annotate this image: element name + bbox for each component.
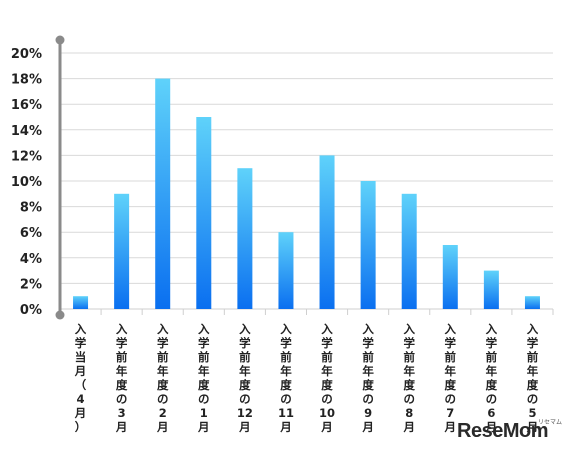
x-category-label: 入 学 前 年 度 の 2 月 <box>156 322 169 434</box>
x-category-label: 入 学 前 年 度 の 8 月 <box>403 322 415 434</box>
x-category-label: 入 学 前 年 度 の 9 月 <box>362 322 374 434</box>
watermark-sub: リセマム <box>538 420 563 426</box>
bar <box>319 155 335 309</box>
y-tick-label: 6% <box>20 226 42 241</box>
y-tick-label: 16% <box>11 98 42 113</box>
y-tick-label: 4% <box>20 252 42 267</box>
bar <box>442 245 458 309</box>
bars <box>73 78 540 309</box>
x-category-label: 入 学 前 年 度 の 5 月 <box>526 322 539 434</box>
y-tick-label: 0% <box>20 303 42 318</box>
x-category-label: 入 学 前 年 度 の 6 月 <box>485 322 498 434</box>
y-axis-endcap <box>55 310 65 320</box>
y-tick-label: 18% <box>11 73 42 88</box>
bar <box>196 117 212 309</box>
y-tick-label: 20% <box>11 47 42 62</box>
y-tick-labels: 0% 2% 4% 6% 8% 10% 12% 14% 16% 18% 20% <box>11 47 42 318</box>
x-category-label: 入 学 前 年 度 の 1 月 <box>198 322 210 434</box>
y-axis <box>55 35 65 320</box>
bar <box>155 78 171 309</box>
y-tick-label: 10% <box>11 175 42 190</box>
y-tick-label: 14% <box>11 124 42 139</box>
bar <box>483 270 499 309</box>
bar <box>114 193 130 309</box>
gridlines <box>60 52 554 315</box>
y-tick-label: 2% <box>20 277 42 292</box>
watermark-logo: ReseMom <box>457 420 548 442</box>
x-category-label: 入 学 前 年 度 の 7 月 <box>444 322 457 434</box>
bar <box>278 232 294 309</box>
x-category-label: 入 学 前 年 度 の 11 月 <box>277 322 294 434</box>
y-tick-label: 8% <box>20 201 42 216</box>
y-axis-endcap <box>55 35 65 45</box>
bar <box>237 168 253 309</box>
x-category-label: 入 学 前 年 度 の 3 月 <box>115 322 128 434</box>
bar <box>401 193 417 309</box>
x-category-label: 入 学 当 月 （ 4 月 ） <box>74 322 87 434</box>
x-category-label: 入 学 前 年 度 の 12 月 <box>236 322 253 434</box>
x-category-label: 入 学 前 年 度 の 10 月 <box>319 322 336 434</box>
y-tick-label: 12% <box>11 149 42 164</box>
bar <box>360 181 376 309</box>
bar <box>524 296 540 309</box>
bar <box>73 296 89 309</box>
